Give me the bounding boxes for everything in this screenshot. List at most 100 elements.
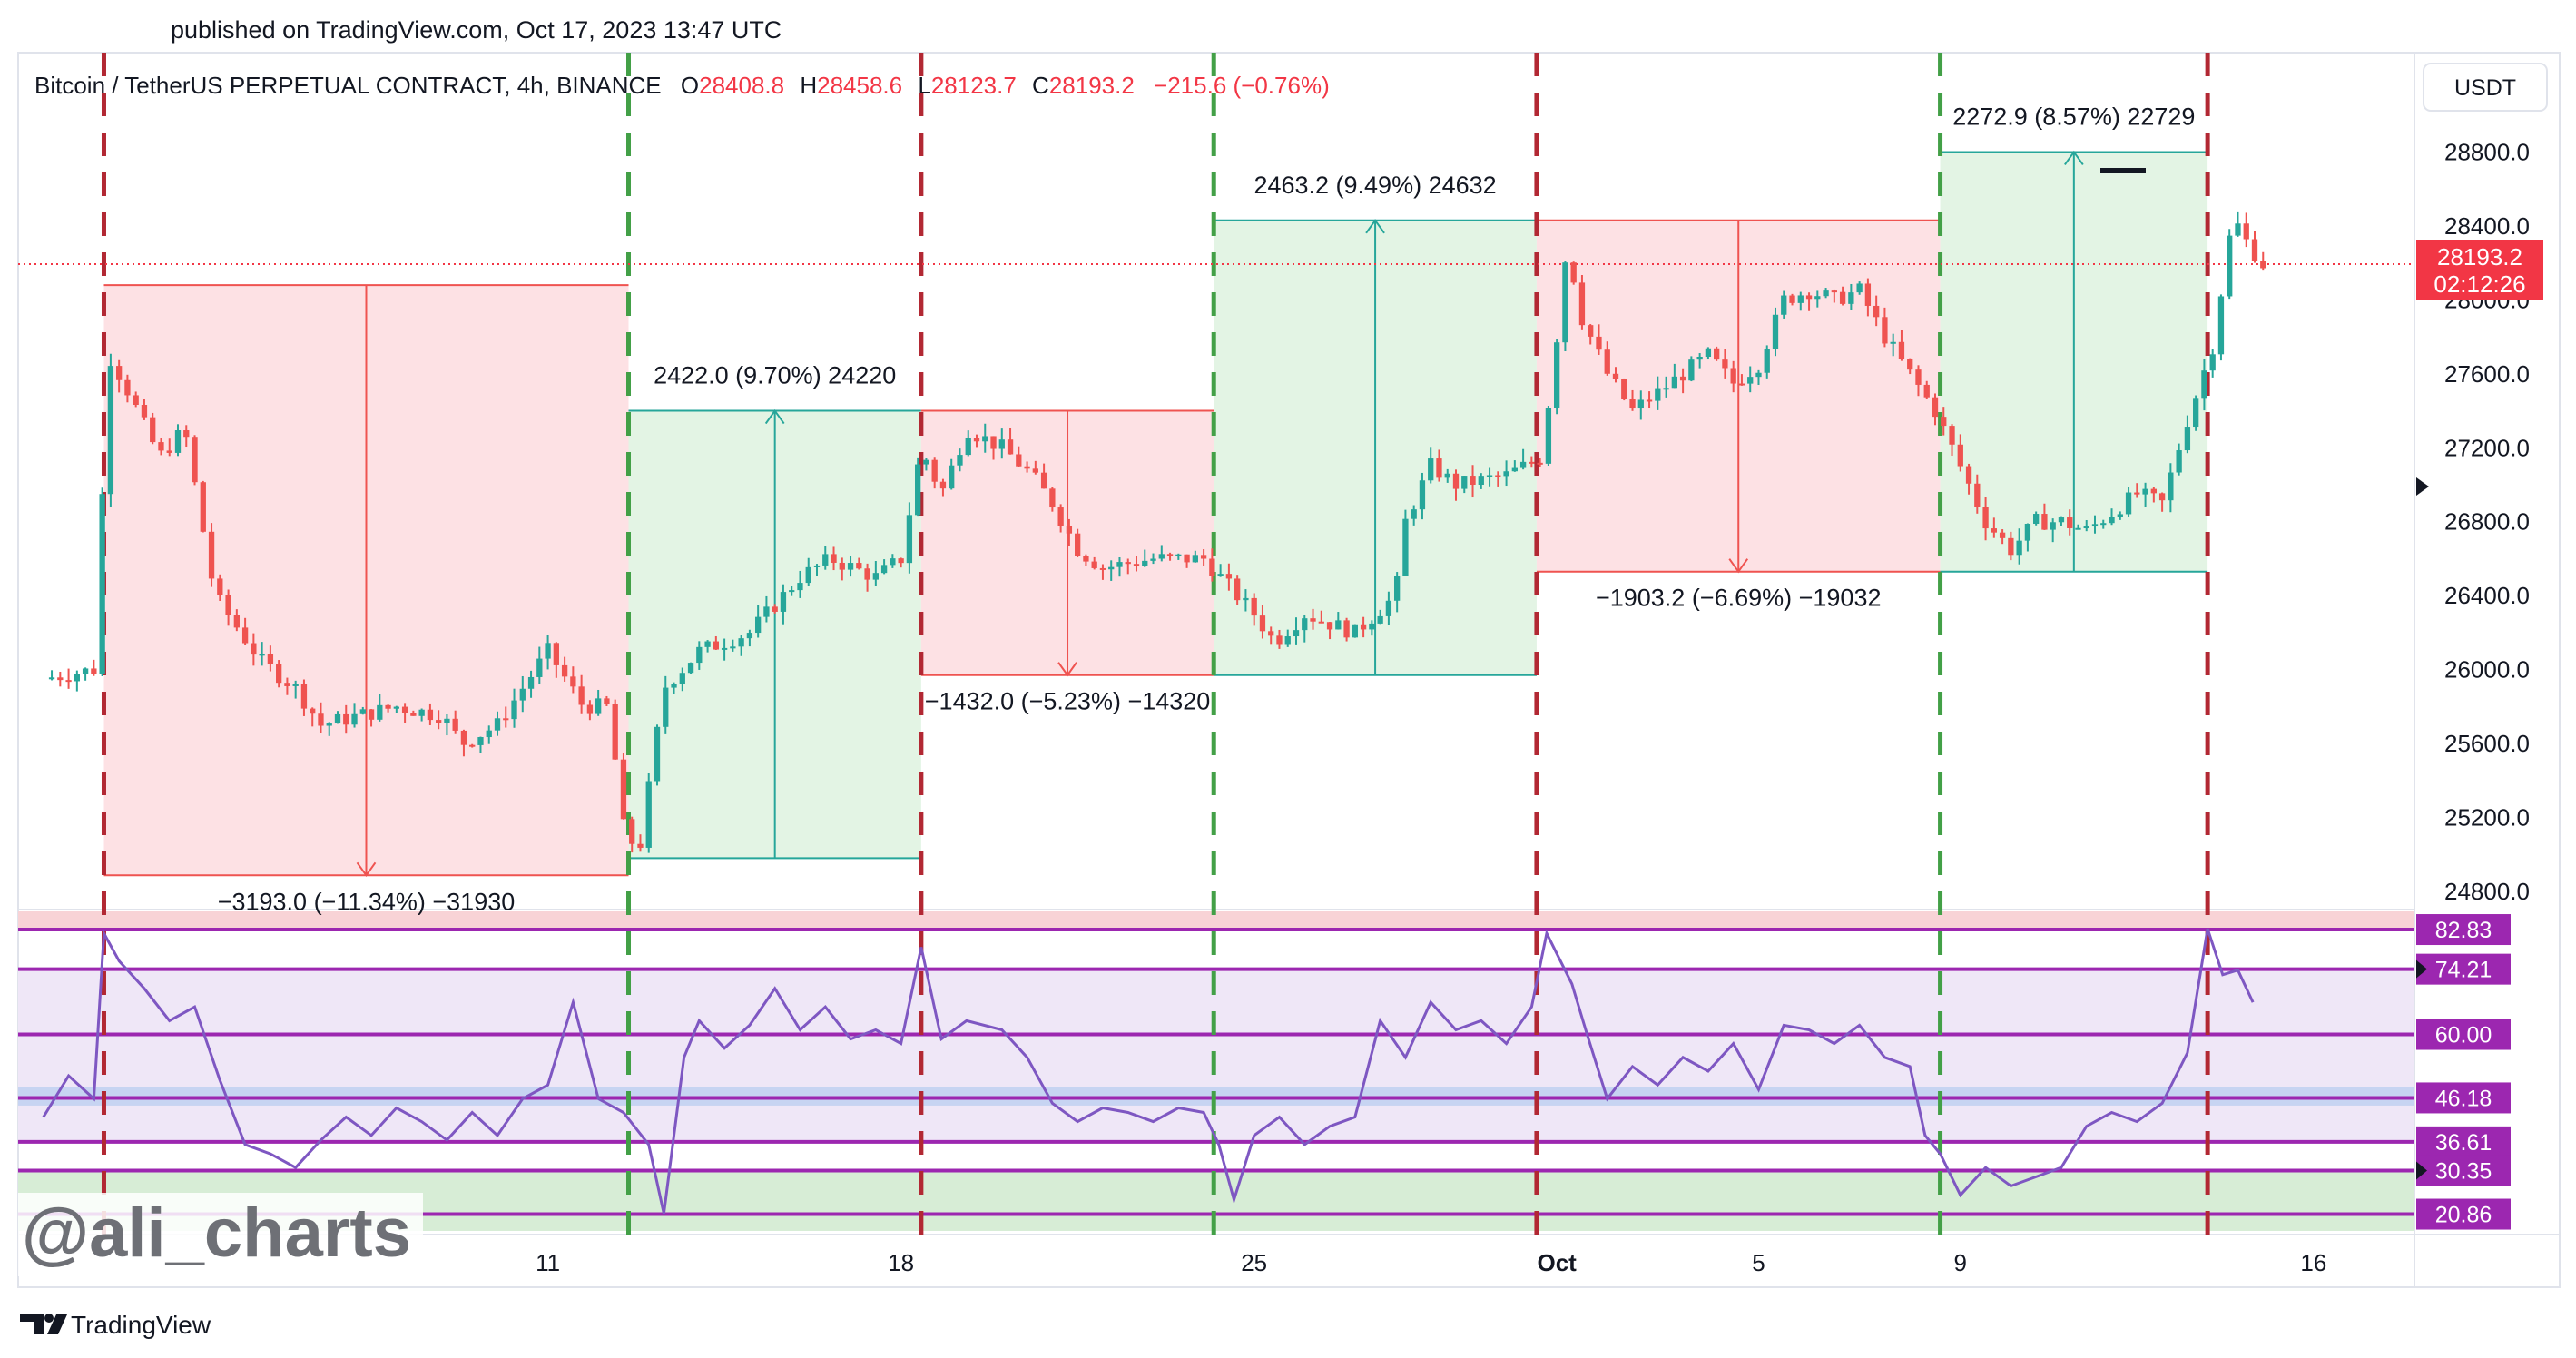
candle-body: [1714, 348, 1720, 360]
rsi-tag-bg-4: [2416, 1126, 2511, 1157]
time-tick-label: 5: [1752, 1249, 1765, 1276]
candle-body: [527, 676, 535, 689]
currency-button[interactable]: USDT: [2423, 63, 2548, 112]
candle-body: [1814, 296, 1821, 300]
tradingview-logo-text[interactable]: TradingView: [71, 1311, 211, 1339]
candle-body: [284, 683, 290, 686]
candle-body: [1856, 283, 1863, 293]
candle-body: [856, 563, 862, 569]
candle-body: [645, 781, 652, 848]
candle-body: [1259, 615, 1266, 632]
candle-body: [570, 676, 576, 687]
candle-body: [2075, 527, 2081, 530]
candle-body: [839, 562, 845, 570]
candle-body: [444, 718, 450, 723]
candle-body: [637, 843, 644, 848]
currency-button-frame[interactable]: [2423, 63, 2548, 112]
candle-body: [2168, 472, 2174, 501]
candle-body: [1310, 618, 1316, 622]
tradingview-logo-icon[interactable]: [20, 1314, 67, 1334]
candle-body: [864, 568, 870, 580]
candle-body: [1335, 620, 1342, 630]
candle-body: [494, 718, 501, 731]
candle-body: [561, 664, 568, 677]
candle-body: [1166, 554, 1174, 556]
rsi-tag-bg-6: [2416, 1198, 2511, 1230]
candle-body: [1075, 533, 1081, 556]
candle-body: [1747, 377, 1754, 384]
buy-1-arrow-head: [764, 408, 785, 425]
candle-body: [1789, 295, 1795, 303]
candle-body: [679, 673, 685, 684]
candle-body: [401, 706, 408, 713]
candle-body: [141, 405, 148, 418]
candle-body: [2150, 488, 2157, 494]
candle-body: [107, 366, 114, 495]
candle-body: [2158, 493, 2166, 501]
candle-body: [460, 730, 467, 745]
candle-body: [1083, 556, 1089, 562]
candle-body: [1284, 636, 1291, 645]
candle-body: [1326, 622, 1333, 630]
legend-o-label: O: [681, 72, 699, 99]
candle-body: [915, 464, 921, 516]
candle-body: [2142, 488, 2148, 495]
candle-body: [1805, 295, 1813, 300]
rsi-tag-label: 60.00: [2435, 1023, 2492, 1048]
candle-body: [612, 704, 618, 760]
candle-body: [990, 436, 997, 449]
currency-button-label[interactable]: USDT: [2454, 75, 2516, 101]
watermark: @ali_charts: [18, 1193, 423, 1276]
candle-body: [259, 654, 265, 656]
rsi-tag-bg-2: [2416, 1018, 2511, 1050]
sell-3-arrow-head: [1728, 558, 1749, 574]
candle-body: [797, 583, 803, 591]
buy-3-label: 2272.9 (8.57%) 22729: [1952, 103, 2195, 130]
price-tick-label: 26800.0: [2444, 508, 2530, 536]
position-boxes: [103, 150, 2208, 878]
tradingview-logo[interactable]: TradingView: [20, 1311, 211, 1339]
candle-body: [192, 437, 198, 483]
candle-body: [116, 366, 123, 380]
candle-body: [1385, 600, 1392, 616]
candle-body: [620, 759, 627, 820]
candle-body: [1268, 631, 1274, 636]
candle-body: [1772, 314, 1779, 349]
time-tick-label: 9: [1954, 1249, 1967, 1276]
time-tick-label: 25: [1241, 1249, 1267, 1276]
scroll-right-icon[interactable]: [2416, 477, 2429, 496]
candle-body: [200, 482, 206, 532]
candle-body: [1209, 558, 1215, 576]
candle-body: [780, 592, 787, 612]
candle-body: [1394, 576, 1401, 601]
candle-body: [1369, 623, 1375, 630]
candle-body: [1907, 359, 1913, 370]
candle-body: [629, 819, 635, 844]
candle-body: [586, 704, 594, 714]
candle-body: [890, 558, 896, 566]
candle-body: [1057, 507, 1064, 526]
candle-body: [1158, 554, 1165, 559]
candle-body: [166, 450, 172, 453]
candle-body: [2117, 514, 2123, 517]
rsi-series-line: [42, 928, 2255, 1215]
legend-c-value: 28193.2: [1049, 72, 1135, 99]
candle-body: [1150, 558, 1156, 561]
rsi-tag-bg-5: [2416, 1155, 2511, 1186]
candle-body: [1436, 458, 1442, 478]
candle-body: [1637, 399, 1644, 409]
candle-body: [1503, 471, 1509, 477]
candle-body: [1604, 349, 1610, 374]
candle-body: [1730, 368, 1736, 384]
candle-body: [1444, 473, 1450, 478]
rsi-tag-label: 82.83: [2435, 918, 2492, 943]
candle-body: [973, 438, 980, 442]
candle-body: [1864, 283, 1872, 306]
published-text: published on TradingView.com, Oct 17, 20…: [171, 16, 782, 44]
candle-body: [2125, 492, 2132, 515]
candle-body: [923, 459, 929, 465]
candle-body: [1234, 578, 1241, 601]
candle-body: [1629, 399, 1636, 409]
candle-body: [671, 684, 677, 688]
candle-body: [1655, 388, 1661, 401]
